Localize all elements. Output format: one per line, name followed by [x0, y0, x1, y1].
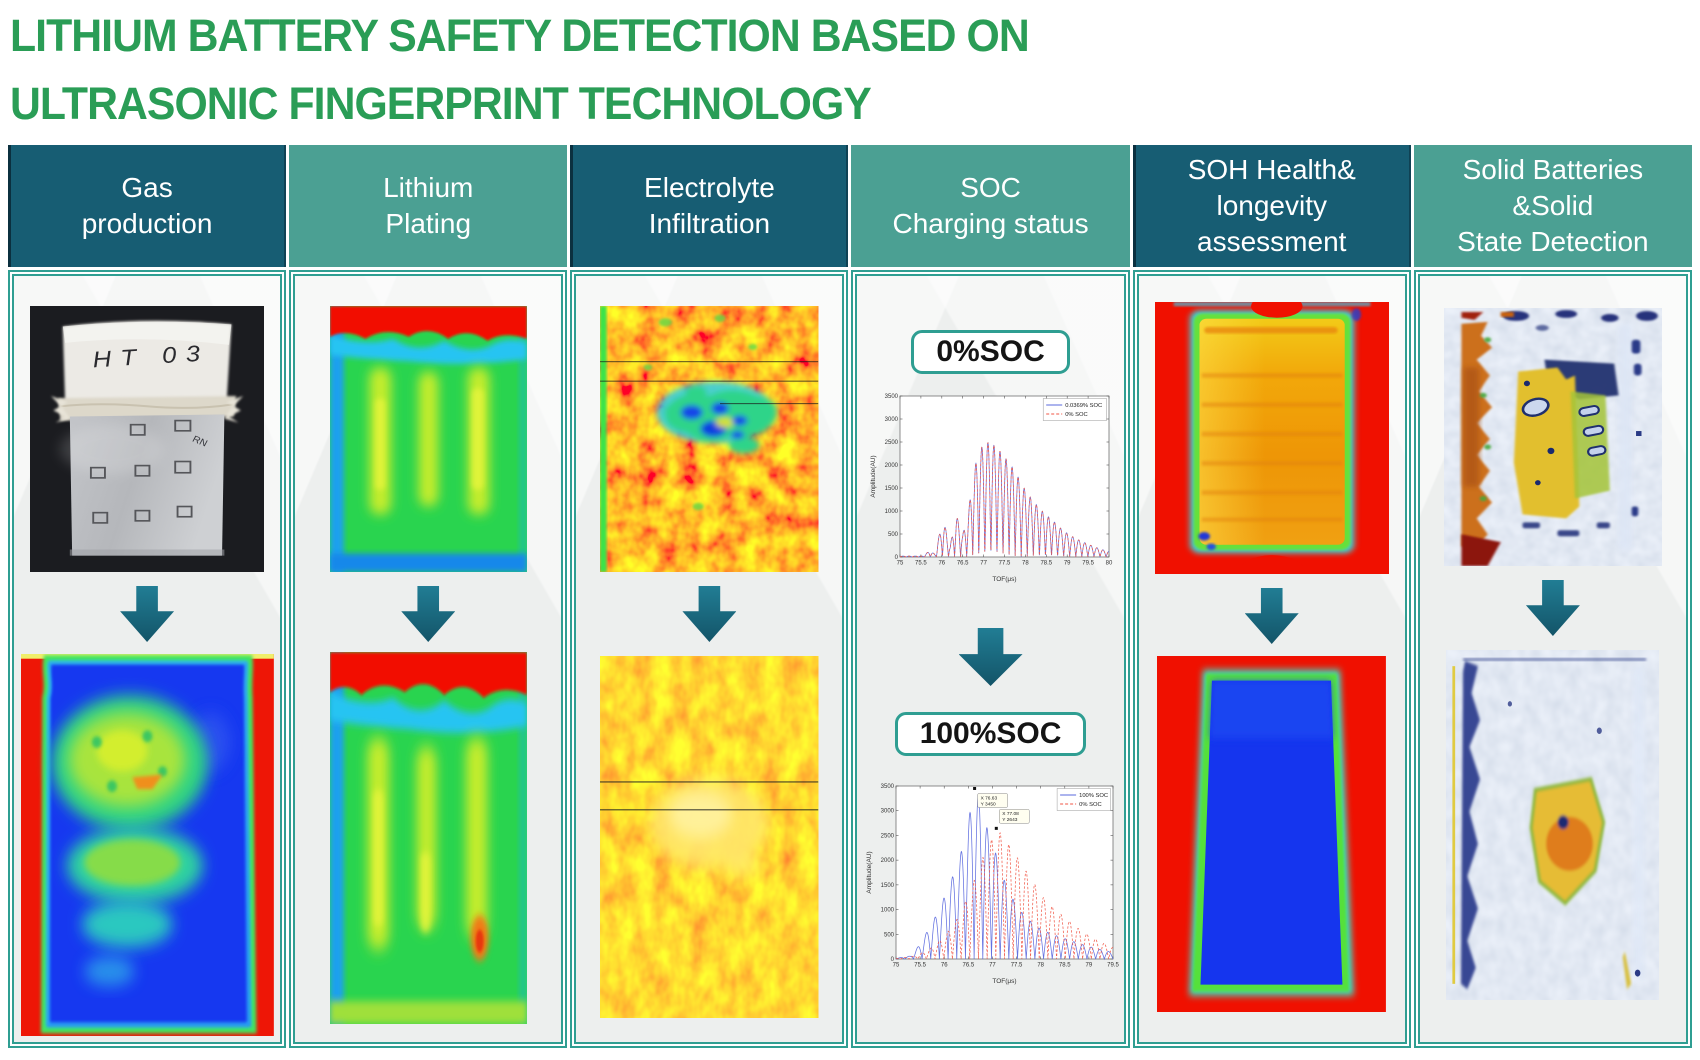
- svg-text:0: 0: [890, 957, 894, 963]
- svg-text:2000: 2000: [880, 858, 894, 864]
- column-lithium-plating: Lithium Plating: [289, 145, 568, 1048]
- svg-text:3000: 3000: [880, 809, 894, 815]
- soc-100-percent-badge: 100%SOC: [894, 712, 1087, 756]
- svg-text:0% SOC: 0% SOC: [1065, 412, 1088, 418]
- svg-text:75.5: 75.5: [915, 561, 927, 567]
- column-solid-state: Solid Batteries &Solid State Detection: [1413, 145, 1692, 1048]
- down-arrow-icon: [1244, 588, 1299, 644]
- svg-text:TOF(μs): TOF(μs): [992, 978, 1016, 985]
- svg-text:76.5: 76.5: [962, 963, 974, 969]
- svg-text:1500: 1500: [880, 883, 894, 889]
- process-table: Gas production HT 03: [8, 145, 1692, 1048]
- panel-solid-state: [1413, 270, 1692, 1048]
- svg-text:RN: RN: [190, 434, 209, 449]
- svg-text:3500: 3500: [880, 784, 894, 790]
- svg-text:75: 75: [896, 561, 903, 567]
- svg-text:2000: 2000: [884, 463, 898, 469]
- svg-text:75: 75: [892, 963, 899, 969]
- svg-text:100% SOC: 100% SOC: [1079, 793, 1108, 799]
- electrolyte-heatmap-after: [600, 656, 819, 1018]
- soc-0-percent-badge: 0%SOC: [911, 330, 1070, 374]
- svg-text:Amplitude(AU): Amplitude(AU): [870, 455, 877, 497]
- svg-text:80: 80: [1105, 561, 1112, 567]
- header-soc-charging-status: SOC Charging status: [851, 145, 1130, 267]
- column-soc-charging-status: SOC Charging status 0%SOC 75 75.5 76 76.5 77…: [851, 145, 1130, 1048]
- svg-text:77.5: 77.5: [998, 561, 1010, 567]
- svg-text:76.5: 76.5: [956, 561, 968, 567]
- pouch-cell-photo: HT 03 RN: [29, 306, 265, 572]
- svg-text:3500: 3500: [884, 394, 898, 400]
- svg-text:0% SOC: 0% SOC: [1079, 802, 1102, 808]
- svg-text:76: 76: [940, 963, 947, 969]
- svg-text:79: 79: [1063, 561, 1070, 567]
- panel-soh-assessment: [1132, 270, 1411, 1048]
- svg-text:Y 2643: Y 2643: [1002, 817, 1017, 823]
- svg-text:2500: 2500: [884, 440, 898, 446]
- main-title: LITHIUM BATTERY SAFETY DETECTION BASED O…: [10, 2, 1030, 137]
- solid-battery-scan-after: [1446, 650, 1660, 1000]
- panel-electrolyte-infiltration: [570, 270, 849, 1048]
- down-arrow-icon: [401, 586, 456, 642]
- electrolyte-heatmap-before: [600, 306, 819, 572]
- svg-text:79: 79: [1085, 963, 1092, 969]
- svg-text:TOF(μs): TOF(μs): [992, 576, 1016, 583]
- down-arrow-icon: [120, 586, 175, 642]
- svg-text:76: 76: [938, 561, 945, 567]
- svg-text:X 77.08: X 77.08: [1002, 811, 1019, 817]
- soc-0-percent-waveform-chart: 75 75.5 76 76.5 77 77.5 78 78.5 79 79.5 80 0 500 1000…: [866, 388, 1116, 584]
- header-soh-assessment: SOH Health& longevity assessment: [1132, 145, 1411, 267]
- svg-text:78.5: 78.5: [1058, 963, 1070, 969]
- gas-production-ultrasound-heatmap: [20, 654, 274, 1036]
- panel-lithium-plating: [289, 270, 568, 1048]
- svg-text:79.5: 79.5: [1107, 963, 1119, 969]
- svg-text:77: 77: [980, 561, 987, 567]
- svg-text:78: 78: [1022, 561, 1029, 567]
- column-gas-production: Gas production HT 03: [8, 145, 287, 1048]
- svg-text:Y 3450: Y 3450: [980, 801, 995, 807]
- header-electrolyte-infiltration: Electrolyte Infiltration: [570, 145, 849, 267]
- svg-text:X 76.63: X 76.63: [980, 795, 997, 801]
- main-title-line-2: ULTRASONIC FINGERPRINT TECHNOLOGY: [10, 77, 872, 129]
- header-gas-production: Gas production: [8, 145, 287, 267]
- header-solid-state: Solid Batteries &Solid State Detection: [1413, 145, 1692, 267]
- down-arrow-icon: [1525, 580, 1580, 636]
- soh-heatmap-after: [1157, 656, 1387, 1012]
- solid-battery-scan-before: [1443, 308, 1663, 566]
- svg-text:500: 500: [888, 532, 899, 538]
- svg-text:77: 77: [989, 963, 996, 969]
- column-electrolyte-infiltration: Electrolyte Infiltration: [570, 145, 849, 1048]
- main-title-line-1: LITHIUM BATTERY SAFETY DETECTION BASED O…: [10, 10, 1030, 61]
- soh-heatmap-before: [1154, 294, 1389, 589]
- svg-text:77.5: 77.5: [1010, 963, 1022, 969]
- svg-text:2500: 2500: [880, 833, 894, 839]
- svg-text:79.5: 79.5: [1082, 561, 1094, 567]
- svg-text:1000: 1000: [880, 908, 894, 914]
- svg-text:0.0369% SOC: 0.0369% SOC: [1065, 403, 1102, 409]
- svg-text:75.5: 75.5: [914, 963, 926, 969]
- svg-text:78.5: 78.5: [1040, 561, 1052, 567]
- svg-text:0: 0: [894, 555, 898, 561]
- panel-gas-production: HT 03 RN: [8, 270, 287, 1048]
- down-arrow-icon: [958, 628, 1023, 686]
- svg-text:1500: 1500: [884, 486, 898, 492]
- soc-100-percent-waveform-chart: 75 75.5 76 76.5 77 77.5 78 78.5 79 79.5 0 500 1000 15…: [862, 778, 1120, 986]
- panel-soc-charging-status: 0%SOC 75 75.5 76 76.5 77 77.5 78 78.5 79 79.5 80 0 5…: [851, 270, 1130, 1048]
- column-soh-assessment: SOH Health& longevity assessment: [1132, 145, 1411, 1048]
- lithium-plating-heatmap-before: [329, 306, 527, 572]
- svg-text:1000: 1000: [884, 509, 898, 515]
- down-arrow-icon: [682, 586, 737, 642]
- svg-text:3000: 3000: [884, 417, 898, 423]
- svg-text:78: 78: [1037, 963, 1044, 969]
- header-lithium-plating: Lithium Plating: [289, 145, 568, 267]
- svg-text:500: 500: [884, 932, 895, 938]
- lithium-plating-heatmap-after: [329, 652, 527, 1024]
- svg-text:Amplitude(AU): Amplitude(AU): [866, 851, 873, 893]
